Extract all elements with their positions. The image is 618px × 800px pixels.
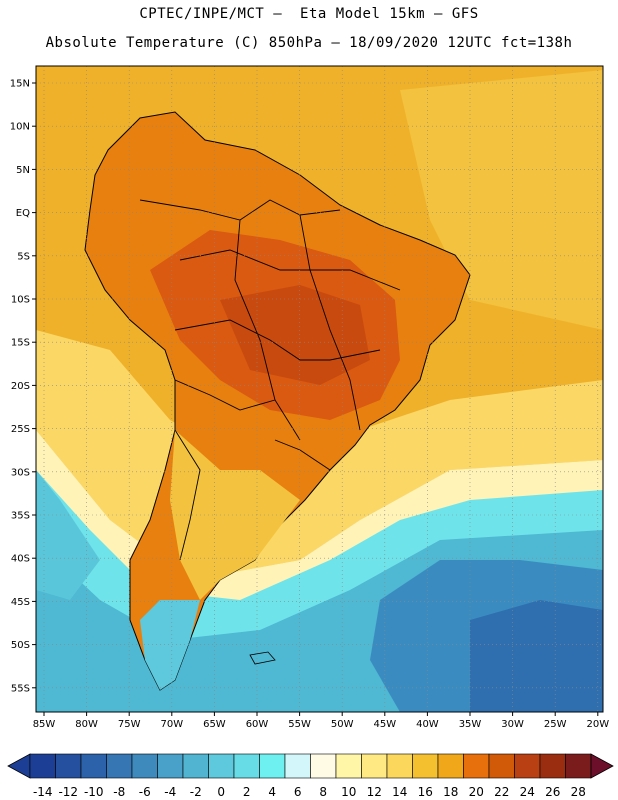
colorbar-label: 2 (243, 785, 251, 799)
falkland-islands (249, 651, 276, 665)
colorbar: -14 -12 -10 -8 -6 -4 -2 0 2 4 6 8 10 12 14 16 18 20 22 24 26… (7, 753, 614, 799)
lon-tick-label: 50W (331, 719, 354, 730)
colorbar-label: 10 (341, 785, 356, 799)
lon-tick-label: 70W (160, 719, 183, 730)
colorbar-swatch (361, 753, 388, 779)
colorbar-swatch (182, 753, 209, 779)
temperature-field (36, 66, 603, 712)
lat-tick-label: 5S (17, 251, 30, 262)
patagonia-cold-land (140, 600, 200, 690)
colorbar-label: 4 (268, 785, 276, 799)
colorbar-swatch (565, 753, 592, 779)
colorbar-swatch (412, 753, 439, 779)
colorbar-swatch (29, 753, 56, 779)
lat-tick-label: 5N (16, 165, 30, 176)
colorbar-label: 28 (571, 785, 586, 799)
lon-tick-label: 55W (288, 719, 311, 730)
lon-tick-label: 25W (544, 719, 567, 730)
political-borders (139, 199, 401, 561)
lat-tick-label: 25S (11, 424, 30, 435)
colorbar-swatch (80, 753, 107, 779)
map-frame (35, 65, 604, 713)
lat-tick-label: 15N (10, 79, 30, 90)
lat-tick-label: 50S (11, 640, 30, 651)
colorbar-label: -8 (113, 785, 125, 799)
colorbar-label: 22 (494, 785, 509, 799)
colorbar-label: -2 (190, 785, 202, 799)
colorbar-swatch (514, 753, 541, 779)
colorbar-label: 12 (367, 785, 382, 799)
title-line-2: Absolute Temperature (C) 850hPa – 18/09/… (45, 35, 573, 51)
colorbar-label: 18 (443, 785, 458, 799)
lon-tick-label: 85W (33, 719, 56, 730)
colorbar-label: -14 (33, 785, 53, 799)
colorbar-swatch (463, 753, 490, 779)
lon-tick-label: 35W (459, 719, 482, 730)
colorbar-swatch (55, 753, 82, 779)
colorbar-label: -12 (58, 785, 78, 799)
lat-tick-label: 10S (11, 295, 30, 306)
lon-tick-label: 65W (203, 719, 226, 730)
lat-tick-label: 45S (11, 597, 30, 608)
southern-cone-land (170, 430, 300, 600)
colorbar-swatch (233, 753, 260, 779)
colorbar-swatch (310, 753, 337, 779)
colorbar-label: 8 (319, 785, 327, 799)
colorbar-swatch (488, 753, 515, 779)
colorbar-swatch (131, 753, 158, 779)
colorbar-label: 16 (418, 785, 433, 799)
colorbar-swatch (208, 753, 235, 779)
colorbar-label: 0 (217, 785, 225, 799)
atlantic-tropical-fill (400, 70, 603, 330)
colorbar-swatch (437, 753, 464, 779)
colorbar-swatch (335, 753, 362, 779)
lat-tick-label: 15S (11, 338, 30, 349)
lat-tick-label: 55S (11, 683, 30, 694)
colorbar-left-arrow (7, 753, 31, 779)
colorbar-label: 6 (294, 785, 302, 799)
longitude-axis: 85W 80W 75W 70W 65W 60W 55W 50W 45W 40W 35W 30W 25W 2… (33, 712, 609, 730)
colorbar-label: -6 (139, 785, 151, 799)
colorbar-swatch (106, 753, 133, 779)
colorbar-label: -4 (164, 785, 176, 799)
colorbar-label: 26 (545, 785, 560, 799)
latitude-axis: 15N 10N 5N EQ 5S 10S 15S 20S 25S 30S 35S 40S 45S 50S 5… (10, 79, 36, 694)
lon-tick-label: 40W (416, 719, 439, 730)
lat-tick-label: 20S (11, 381, 30, 392)
deep-cold-zone (470, 600, 603, 712)
pacific-cool-tongue (36, 470, 100, 600)
lat-tick-label: 35S (11, 511, 30, 522)
lat-tick-label: 40S (11, 554, 30, 565)
lat-tick-label: 30S (11, 467, 30, 478)
gridlines (36, 66, 603, 712)
hottest-core (220, 285, 370, 385)
lon-tick-label: 30W (501, 719, 524, 730)
colorbar-swatch (539, 753, 566, 779)
lon-tick-label: 60W (246, 719, 269, 730)
colorbar-swatch (386, 753, 413, 779)
colorbar-label: 24 (520, 785, 535, 799)
colorbar-swatch (157, 753, 184, 779)
colorbar-right-arrow (590, 753, 614, 779)
colorbar-swatch (284, 753, 311, 779)
lon-tick-label: 75W (118, 719, 141, 730)
lon-tick-label: 45W (373, 719, 396, 730)
lat-tick-label: 10N (10, 122, 30, 133)
colorbar-label: 14 (392, 785, 407, 799)
title-line-1: CPTEC/INPE/MCT – Eta Model 15km – GFS (139, 6, 479, 22)
colorbar-label: -10 (84, 785, 104, 799)
colorbar-label: 20 (469, 785, 484, 799)
lon-tick-label: 80W (75, 719, 98, 730)
colorbar-swatch (259, 753, 286, 779)
lat-tick-label: EQ (16, 208, 30, 219)
lon-tick-label: 20W (586, 719, 609, 730)
